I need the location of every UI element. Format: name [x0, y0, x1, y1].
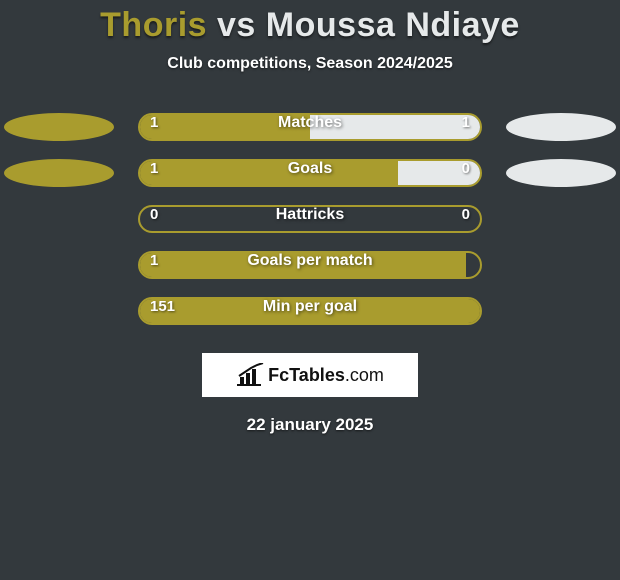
player2-ellipse	[506, 113, 616, 141]
player1-bar-fill	[140, 299, 480, 323]
player1-bar-fill	[140, 115, 310, 139]
bar-track	[138, 297, 482, 325]
stat-row: 00Hattricks	[0, 203, 620, 249]
bar-track	[138, 251, 482, 279]
player2-value: 1	[462, 111, 470, 139]
player1-ellipse	[4, 113, 114, 141]
player1-value: 1	[150, 249, 158, 277]
root: Thoris vs Moussa Ndiaye Club competition…	[0, 0, 620, 580]
player1-bar-fill	[140, 161, 398, 185]
bar-track	[138, 205, 482, 233]
bar-track	[138, 113, 482, 141]
date: 22 january 2025	[0, 415, 620, 435]
player1-bar-fill	[140, 253, 466, 277]
logo-box: FcTables.com	[202, 353, 418, 397]
subtitle: Club competitions, Season 2024/2025	[0, 55, 620, 73]
stat-row: 1Goals per match	[0, 249, 620, 295]
title-vs: vs	[217, 6, 256, 44]
player1-ellipse	[4, 159, 114, 187]
logo-text: FcTables.com	[268, 365, 384, 386]
page-title: Thoris vs Moussa Ndiaye	[0, 0, 620, 45]
chart-icon	[236, 363, 266, 387]
player1-value: 1	[150, 157, 158, 185]
player2-bar-fill	[310, 115, 480, 139]
player2-value: 0	[462, 157, 470, 185]
title-player1: Thoris	[100, 6, 207, 44]
logo: FcTables.com	[236, 363, 384, 387]
bar-track	[138, 159, 482, 187]
player2-value: 0	[462, 203, 470, 231]
stat-row: 10Goals	[0, 157, 620, 203]
player2-ellipse	[506, 159, 616, 187]
stats-area: 11Matches10Goals00Hattricks1Goals per ma…	[0, 111, 620, 341]
title-player2: Moussa Ndiaye	[266, 6, 520, 44]
logo-brand: FcTables	[268, 365, 345, 385]
player1-value: 151	[150, 295, 175, 323]
logo-tld: .com	[345, 365, 384, 385]
stat-row: 151Min per goal	[0, 295, 620, 341]
player1-value: 0	[150, 203, 158, 231]
stat-row: 11Matches	[0, 111, 620, 157]
player1-value: 1	[150, 111, 158, 139]
